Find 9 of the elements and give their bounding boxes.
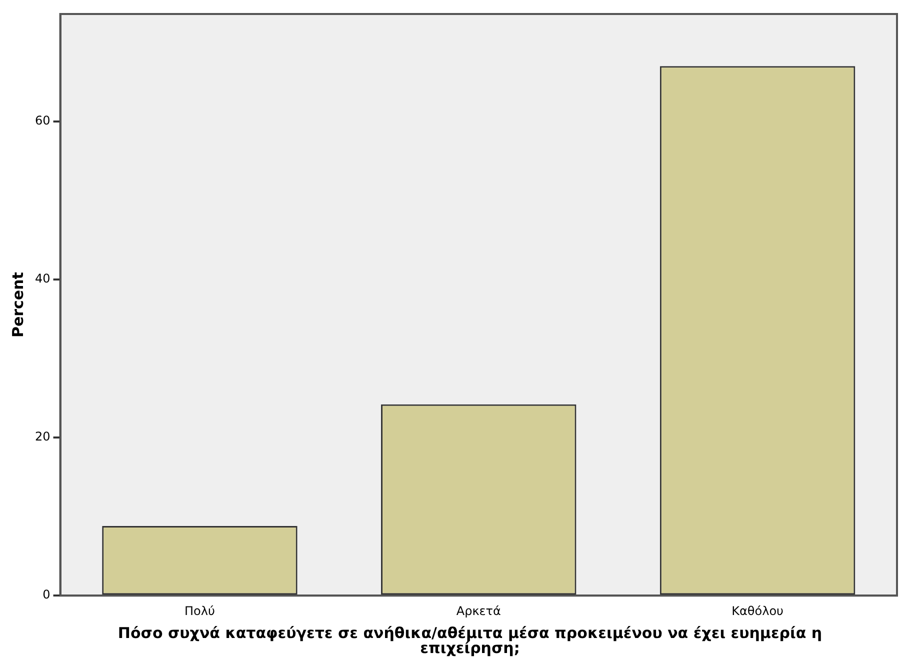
y-tick-label: 60 [34, 114, 50, 128]
x-tick-label: Αρκετά [456, 604, 501, 618]
y-axis-title: Percent [8, 272, 27, 338]
y-tick-label: 20 [34, 430, 50, 444]
x-axis-title: Πόσο συχνά καταφεύγετε σε ανήθικα/αθέμιτα μέσα προκειμένου να έχει ευημερία η επιχείρηση; [116, 624, 824, 657]
x-tick-label: Πολύ [184, 604, 215, 618]
x-tick-label: Καθόλου [732, 604, 784, 618]
y-tick-label: 0 [42, 588, 50, 602]
y-tick-label: 40 [34, 272, 50, 286]
